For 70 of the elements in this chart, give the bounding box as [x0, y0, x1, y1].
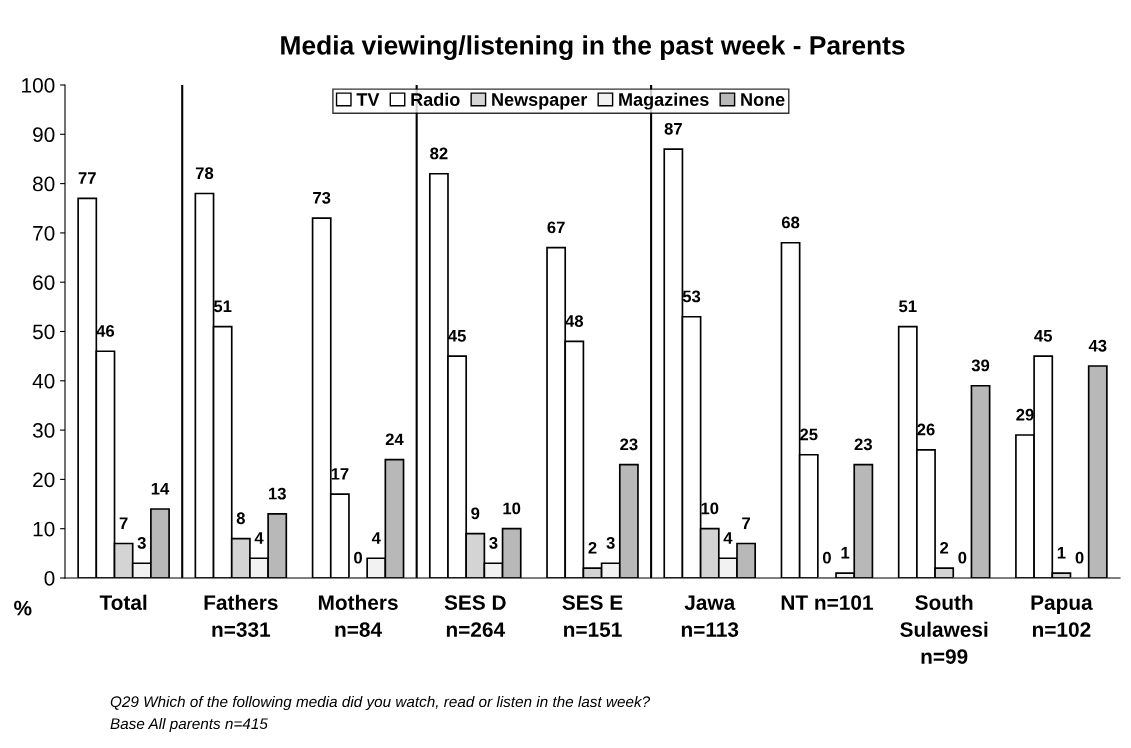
data-label: 73 [313, 191, 331, 204]
x-tick-label: Papua n=102 [1031, 595, 1093, 637]
data-label: 8 [236, 512, 245, 525]
data-label: 3 [489, 537, 498, 549]
y-tick-label: 40 [32, 373, 55, 389]
y-tick-label: 70 [33, 225, 55, 241]
data-label: 45 [1034, 330, 1052, 342]
data-label: 25 [800, 428, 818, 441]
x-tick-label: Total [99, 594, 147, 610]
data-label: 24 [385, 433, 404, 446]
y-tick-label: 50 [32, 324, 55, 340]
data-label: 43 [1088, 339, 1107, 352]
x-tick-label: South Sulawesi n=99 [900, 594, 988, 664]
data-label: 0 [1075, 551, 1084, 564]
data-label: 4 [371, 532, 381, 544]
data-label: 68 [781, 216, 800, 229]
legend-label: TV [356, 93, 380, 106]
data-label: 2 [940, 541, 949, 554]
data-label: 13 [268, 487, 286, 500]
data-label: 78 [195, 167, 214, 180]
data-label: 87 [664, 122, 682, 135]
data-label: 82 [430, 147, 448, 160]
data-label: 51 [213, 300, 232, 313]
data-label: 48 [565, 315, 584, 327]
y-tick-label: 80 [33, 176, 55, 192]
text: Q29 Which of the following media did you watch, read or listen in the last week? [110, 695, 651, 711]
x-tick-label: Mothers n=84 [318, 594, 398, 637]
data-label: 7 [742, 517, 750, 529]
data-label: 23 [620, 438, 638, 451]
y-axis-title: % [14, 600, 32, 616]
x-tick-label: NT n=101 [781, 595, 873, 610]
data-label: 10 [701, 502, 719, 515]
data-label: 4 [254, 532, 264, 544]
y-tick-label: 60 [33, 275, 55, 290]
data-label: 14 [151, 482, 170, 495]
y-tick-label: 100 [22, 78, 55, 93]
data-label: 2 [588, 541, 597, 554]
data-label: 3 [137, 537, 146, 549]
legend-label: Magazines [619, 92, 709, 110]
x-tick-label: SES D n=264 [444, 595, 506, 637]
x-tick-label: SES E n=151 [562, 595, 623, 637]
legend-label: Radio [411, 92, 460, 106]
data-label: 1 [1057, 547, 1066, 559]
data-label: 23 [854, 438, 872, 451]
data-label: 10 [503, 502, 521, 515]
y-tick-label: 10 [33, 521, 55, 537]
data-label: 1 [841, 547, 850, 559]
data-label: 4 [723, 532, 733, 544]
data-label: 0 [958, 551, 967, 564]
data-label: 0 [822, 551, 831, 564]
data-label: 3 [606, 537, 615, 549]
data-label: 46 [96, 325, 115, 337]
data-label: 67 [547, 221, 565, 234]
data-label: 9 [471, 507, 480, 520]
x-tick-label: Jawa n=113 [681, 595, 739, 637]
x-tick-label: Fathers n=331 [204, 594, 278, 637]
y-tick-label: 30 [32, 423, 55, 438]
data-label: 53 [682, 290, 701, 303]
data-label: 51 [899, 300, 917, 313]
y-tick-label: 20 [33, 472, 55, 488]
data-label: 7 [119, 517, 128, 529]
data-label: 39 [971, 359, 990, 372]
data-label: 77 [78, 172, 96, 184]
y-tick-label: 0 [44, 571, 55, 586]
y-tick-label: 90 [33, 127, 55, 143]
text: Base All parents n=415 [110, 717, 268, 733]
chart-title: Media viewing/listening in the past week - Parents [281, 35, 905, 61]
legend-label: None [741, 93, 785, 106]
legend-label: Newspaper [492, 93, 588, 110]
data-label: 0 [354, 551, 363, 564]
